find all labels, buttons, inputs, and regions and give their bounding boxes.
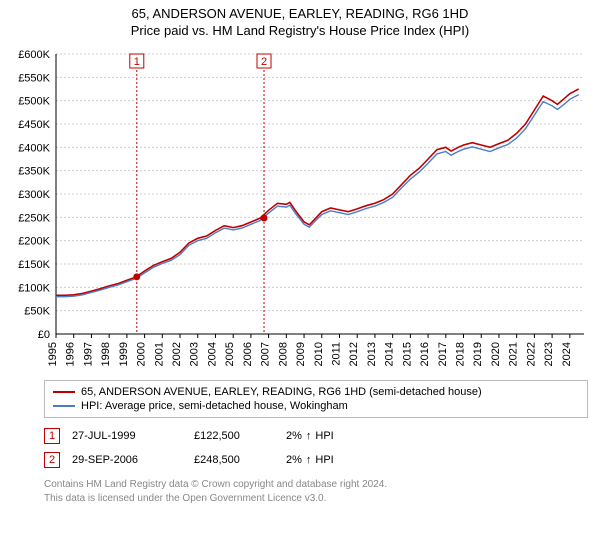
svg-text:2020: 2020	[490, 342, 502, 366]
svg-text:1: 1	[134, 56, 140, 68]
price-events: 1 27-JUL-1999 £122,500 2% ↑ HPI 2 29-SEP…	[44, 424, 588, 472]
event-date: 29-SEP-2006	[72, 454, 182, 466]
svg-text:2009: 2009	[295, 342, 307, 366]
svg-text:2: 2	[261, 56, 267, 68]
svg-text:£150K: £150K	[18, 259, 50, 271]
svg-text:1997: 1997	[82, 342, 94, 366]
svg-text:2003: 2003	[189, 342, 201, 366]
arrow-up-icon: ↑	[306, 454, 312, 466]
svg-text:2002: 2002	[171, 342, 183, 366]
event-delta-pct: 2%	[286, 430, 302, 442]
svg-text:£250K: £250K	[18, 212, 50, 224]
event-delta-suffix: HPI	[315, 430, 333, 442]
svg-text:2019: 2019	[472, 342, 484, 366]
arrow-up-icon: ↑	[306, 430, 312, 442]
legend-label: HPI: Average price, semi-detached house,…	[81, 400, 348, 412]
svg-text:£200K: £200K	[18, 236, 50, 248]
price-event-row: 1 27-JUL-1999 £122,500 2% ↑ HPI	[44, 424, 588, 448]
footer-line: This data is licensed under the Open Gov…	[44, 492, 588, 506]
event-delta: 2% ↑ HPI	[286, 430, 334, 442]
event-delta-suffix: HPI	[315, 454, 333, 466]
svg-text:£400K: £400K	[18, 142, 50, 154]
svg-text:2015: 2015	[401, 342, 413, 366]
legend: 65, ANDERSON AVENUE, EARLEY, READING, RG…	[44, 380, 588, 418]
svg-text:2012: 2012	[348, 342, 360, 366]
svg-text:£0: £0	[38, 329, 50, 341]
svg-text:2006: 2006	[242, 342, 254, 366]
event-price: £248,500	[194, 454, 274, 466]
svg-text:2014: 2014	[384, 342, 396, 366]
svg-text:1999: 1999	[118, 342, 130, 366]
svg-text:2017: 2017	[437, 342, 449, 366]
event-badge: 1	[44, 428, 60, 444]
event-delta: 2% ↑ HPI	[286, 454, 334, 466]
svg-text:2018: 2018	[455, 342, 467, 366]
svg-text:2011: 2011	[330, 342, 342, 366]
legend-swatch	[53, 391, 75, 393]
chart-title-block: 65, ANDERSON AVENUE, EARLEY, READING, RG…	[0, 0, 600, 38]
svg-text:1995: 1995	[47, 342, 59, 366]
svg-text:2016: 2016	[419, 342, 431, 366]
svg-text:2013: 2013	[366, 342, 378, 366]
event-delta-pct: 2%	[286, 454, 302, 466]
svg-text:2021: 2021	[508, 342, 520, 366]
svg-text:2022: 2022	[525, 342, 537, 366]
chart-area: £0 £50K £100K £150K £200K £250K £300K £350K £400…	[8, 44, 592, 374]
legend-swatch	[53, 405, 75, 407]
svg-text:2005: 2005	[224, 342, 236, 366]
svg-text:£600K: £600K	[18, 49, 50, 61]
line-chart-svg: £0 £50K £100K £150K £200K £250K £300K £350K £400…	[8, 44, 592, 374]
price-event-row: 2 29-SEP-2006 £248,500 2% ↑ HPI	[44, 448, 588, 472]
svg-text:£450K: £450K	[18, 119, 50, 131]
legend-item: 65, ANDERSON AVENUE, EARLEY, READING, RG…	[53, 385, 579, 399]
svg-text:£550K: £550K	[18, 72, 50, 84]
svg-text:2000: 2000	[136, 342, 148, 366]
event-badge: 2	[44, 452, 60, 468]
svg-text:£350K: £350K	[18, 166, 50, 178]
svg-text:2007: 2007	[260, 342, 272, 366]
svg-text:£500K: £500K	[18, 96, 50, 108]
svg-text:£100K: £100K	[18, 282, 50, 294]
footer-attribution: Contains HM Land Registry data © Crown c…	[44, 478, 588, 505]
footer-line: Contains HM Land Registry data © Crown c…	[44, 478, 588, 492]
svg-text:£300K: £300K	[18, 189, 50, 201]
legend-label: 65, ANDERSON AVENUE, EARLEY, READING, RG…	[81, 386, 482, 398]
svg-text:2023: 2023	[543, 342, 555, 366]
chart-title-line2: Price paid vs. HM Land Registry's House …	[0, 23, 600, 38]
svg-text:2008: 2008	[277, 342, 289, 366]
svg-text:1996: 1996	[65, 342, 77, 366]
svg-text:1998: 1998	[100, 342, 112, 366]
event-date: 27-JUL-1999	[72, 430, 182, 442]
svg-text:2001: 2001	[153, 342, 165, 366]
svg-text:2004: 2004	[206, 342, 218, 366]
svg-text:£50K: £50K	[24, 306, 50, 318]
legend-item: HPI: Average price, semi-detached house,…	[53, 399, 579, 413]
svg-text:2024: 2024	[561, 342, 573, 366]
svg-text:2010: 2010	[313, 342, 325, 366]
chart-title-line1: 65, ANDERSON AVENUE, EARLEY, READING, RG…	[0, 6, 600, 21]
event-price: £122,500	[194, 430, 274, 442]
